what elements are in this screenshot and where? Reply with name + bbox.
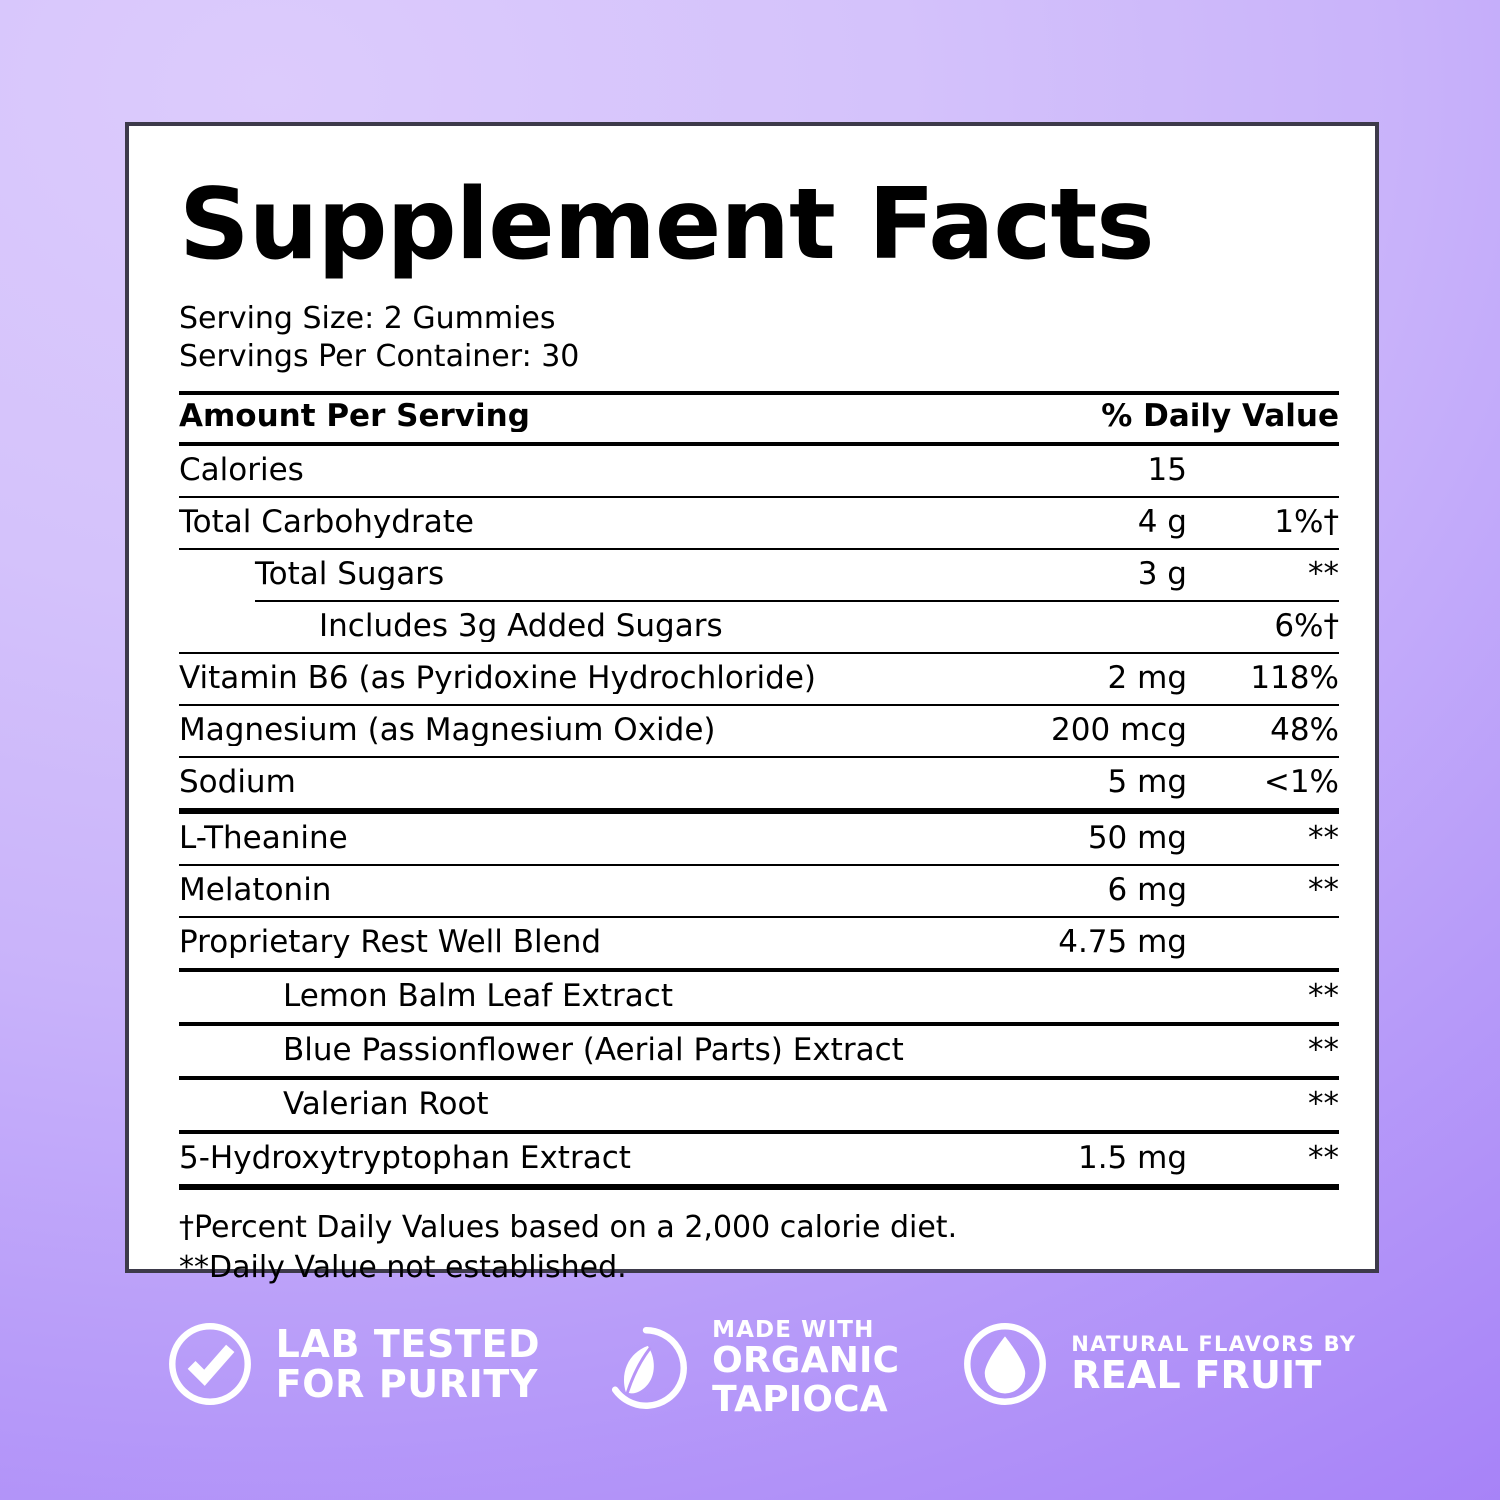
nutrition-table: Amount Per Serving % Daily Value Calorie… <box>179 390 1339 1190</box>
row-amount: 1.5 mg <box>1077 1139 1187 1176</box>
row-name: Sodium <box>179 766 296 798</box>
supplement-facts-panel: Supplement Facts Serving Size: 2 Gummies… <box>125 122 1379 1285</box>
row-rule <box>179 1075 1339 1080</box>
row-rule <box>179 1021 1339 1026</box>
row-amount: 2 mg <box>1107 659 1187 696</box>
row-daily-value: ** <box>1308 555 1339 592</box>
row-daily-value: ** <box>1308 819 1339 856</box>
badge-line-1: Organic <box>712 1340 900 1382</box>
badge-line-0: Natural Flavors By <box>1071 1331 1357 1356</box>
table-row: Valerian Root ** <box>179 1080 1339 1130</box>
badge-real-fruit-text: Natural Flavors By Real Fruit <box>1071 1331 1357 1397</box>
water-drop-circle-icon <box>959 1318 1051 1410</box>
row-rule <box>179 915 1339 918</box>
table-row: Total Sugars 3 g ** <box>179 550 1339 600</box>
row-name: Lemon Balm Leaf Extract <box>283 980 673 1012</box>
row-daily-value: ** <box>1308 977 1339 1014</box>
badge-line-0: Made With <box>712 1317 875 1343</box>
row-rule <box>179 703 1339 706</box>
badge-organic-tapioca-text: Made With Organic Tapioca <box>712 1318 899 1419</box>
row-daily-value: 118% <box>1250 659 1339 696</box>
row-amount: 5 mg <box>1107 763 1187 800</box>
row-amount: 3 g <box>1137 555 1187 592</box>
badge-organic-tapioca: Made With Organic Tapioca <box>600 1318 899 1419</box>
page-title: Supplement Facts <box>179 168 1155 282</box>
row-name: Vitamin B6 (as Pyridoxine Hydrochloride) <box>179 662 816 694</box>
row-daily-value: 1%† <box>1274 503 1339 540</box>
badge-line-1: Real Fruit <box>1071 1352 1322 1397</box>
table-row: Sodium 5 mg <1% <box>179 758 1339 808</box>
table-row: Melatonin 6 mg ** <box>179 866 1339 916</box>
row-name: Blue Passionflower (Aerial Parts) Extrac… <box>283 1034 904 1066</box>
row-rule <box>179 967 1339 972</box>
row-name: L-Theanine <box>179 822 348 854</box>
row-amount: 15 <box>1147 451 1187 488</box>
row-daily-value: <1% <box>1263 763 1339 800</box>
table-row: Lemon Balm Leaf Extract ** <box>179 972 1339 1022</box>
servings-per-container-text: Servings Per Container: 30 <box>179 339 580 375</box>
row-rule <box>255 599 1339 602</box>
rule-top <box>179 390 1339 395</box>
badge-lab-tested: Lab Tested For Purity <box>164 1318 541 1410</box>
row-amount: 4.75 mg <box>1058 923 1187 960</box>
rule-bottom <box>179 1183 1339 1190</box>
row-name: Includes 3g Added Sugars <box>319 610 723 642</box>
table-row: Includes 3g Added Sugars 6%† <box>179 602 1339 652</box>
serving-size-text: Serving Size: 2 Gummies <box>179 301 556 336</box>
badge-line-2: Tapioca <box>712 1378 888 1420</box>
panel-inner: Supplement Facts Serving Size: 2 Gummies… <box>129 126 1375 1288</box>
row-rule <box>179 1129 1339 1134</box>
badge-line-2: For Purity <box>275 1362 538 1406</box>
row-name: Calories <box>179 454 304 486</box>
row-amount: 50 mg <box>1087 819 1187 856</box>
table-row: L-Theanine 50 mg ** <box>179 814 1339 864</box>
row-daily-value: ** <box>1308 1085 1339 1122</box>
table-row: 5-Hydroxytryptophan Extract 1.5 mg ** <box>179 1134 1339 1184</box>
table-row: Total Carbohydrate 4 g 1%† <box>179 498 1339 548</box>
row-amount: 4 g <box>1137 503 1187 540</box>
rule-header-bottom <box>179 441 1339 446</box>
row-name: Melatonin <box>179 874 332 906</box>
footnotes: †Percent Daily Values based on a 2,000 c… <box>179 1208 1345 1288</box>
badge-real-fruit: Natural Flavors By Real Fruit <box>959 1318 1356 1410</box>
row-name: Magnesium (as Magnesium Oxide) <box>179 714 716 746</box>
table-row: Blue Passionflower (Aerial Parts) Extrac… <box>179 1026 1339 1076</box>
leaf-circle-icon <box>600 1322 692 1414</box>
row-daily-value: ** <box>1308 1139 1339 1176</box>
table-row: Vitamin B6 (as Pyridoxine Hydrochloride)… <box>179 654 1339 704</box>
row-name: Total Carbohydrate <box>179 506 474 538</box>
row-name: Proprietary Rest Well Blend <box>179 926 602 958</box>
table-row: Proprietary Rest Well Blend 4.75 mg <box>179 918 1339 968</box>
row-rule <box>179 651 1339 654</box>
row-amount: 6 mg <box>1107 871 1187 908</box>
row-rule <box>179 863 1339 866</box>
table-row: Magnesium (as Magnesium Oxide) 200 mcg 4… <box>179 706 1339 756</box>
footnote-daily-values: †Percent Daily Values based on a 2,000 c… <box>179 1209 958 1245</box>
check-circle-icon <box>164 1318 256 1410</box>
row-daily-value: 48% <box>1270 711 1339 748</box>
row-name: Valerian Root <box>283 1088 489 1120</box>
rule-section-divider <box>179 807 1339 814</box>
row-daily-value: ** <box>1308 871 1339 908</box>
serving-info: Serving Size: 2 Gummies Servings Per Con… <box>179 300 1345 377</box>
row-rule <box>179 755 1339 758</box>
row-name: 5-Hydroxytryptophan Extract <box>179 1142 631 1174</box>
trust-badges: Lab Tested For Purity Made With Organic … <box>0 1318 1500 1500</box>
row-daily-value: ** <box>1308 1031 1339 1068</box>
table-row: Calories 15 <box>179 446 1339 496</box>
badge-lab-tested-text: Lab Tested For Purity <box>275 1321 541 1406</box>
row-name: Total Sugars <box>255 558 445 590</box>
row-rule <box>179 495 1339 498</box>
amount-per-serving-header: Amount Per Serving <box>179 400 530 432</box>
daily-value-header: % Daily Value <box>1101 397 1339 434</box>
row-rule <box>179 547 1339 550</box>
row-daily-value: 6%† <box>1274 607 1339 644</box>
table-header-row: Amount Per Serving % Daily Value <box>179 395 1339 442</box>
footnote-not-established: **Daily Value not established. <box>179 1249 627 1285</box>
badge-line-1: Lab Tested <box>275 1321 541 1366</box>
row-amount: 200 mcg <box>1051 711 1187 748</box>
